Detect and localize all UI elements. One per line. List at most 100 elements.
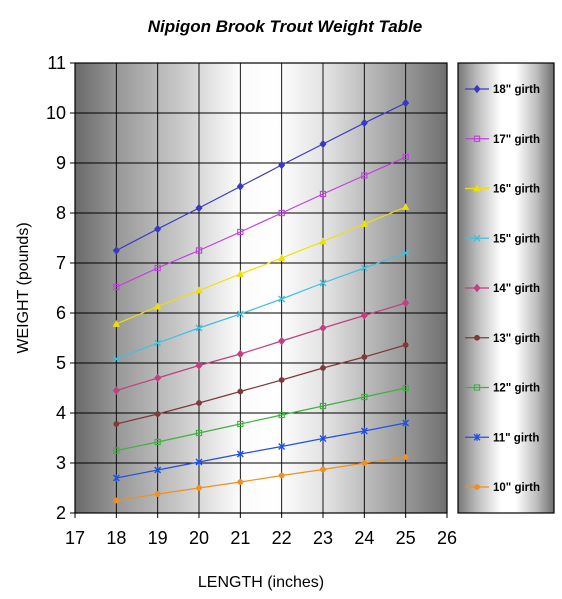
data-point — [361, 172, 368, 179]
x-axis-label: LENGTH (inches) — [198, 574, 324, 591]
legend-label: 11" girth — [493, 432, 539, 444]
series-6 — [113, 384, 409, 454]
legend-label: 14" girth — [493, 283, 540, 295]
legend-label: 15" girth — [493, 233, 540, 245]
data-point — [112, 355, 120, 363]
data-point — [195, 286, 203, 294]
data-point — [278, 295, 286, 303]
x-tick-label: 24 — [354, 528, 374, 548]
data-point — [278, 209, 285, 217]
plot-area — [74, 62, 448, 514]
series-line — [116, 344, 406, 425]
y-tick-label: 9 — [56, 153, 66, 173]
x-tick-label: 18 — [106, 528, 126, 548]
data-point — [237, 420, 244, 428]
series-line — [116, 102, 406, 252]
legend-swatch-marker — [473, 234, 481, 242]
y-tick-label: 2 — [56, 503, 66, 523]
legend-label: 10" girth — [493, 482, 540, 494]
data-point — [112, 386, 120, 395]
data-point — [154, 373, 162, 383]
data-point — [402, 249, 410, 257]
legend-label: 17" girth — [493, 134, 540, 146]
legend-item: 16" girth — [465, 184, 540, 196]
data-point — [113, 497, 120, 504]
data-point — [236, 182, 244, 191]
data-point — [112, 474, 120, 482]
series-line — [116, 456, 406, 502]
legend-label: 13" girth — [493, 333, 540, 345]
legend-item: 17" girth — [465, 134, 540, 146]
series-7 — [112, 419, 410, 482]
y-tick-label: 5 — [56, 353, 66, 373]
series-line — [116, 206, 406, 325]
data-point — [360, 311, 368, 320]
y-tick-label: 6 — [56, 303, 66, 323]
data-point — [278, 336, 286, 346]
series-group — [112, 98, 410, 504]
data-point — [112, 319, 121, 327]
legend-swatch-marker — [473, 433, 481, 441]
data-point — [195, 361, 203, 370]
data-point — [319, 323, 327, 333]
series-1 — [113, 153, 409, 291]
data-point — [402, 98, 410, 108]
data-point — [361, 393, 368, 401]
data-point — [319, 139, 327, 149]
data-point — [401, 202, 410, 210]
data-point — [154, 466, 162, 474]
data-point — [154, 224, 162, 234]
data-point — [402, 153, 409, 161]
data-point — [361, 354, 368, 360]
data-point — [196, 485, 202, 491]
data-point — [319, 279, 327, 287]
data-point — [402, 454, 409, 460]
data-point — [236, 349, 244, 359]
data-point — [319, 237, 327, 245]
data-point — [360, 219, 369, 227]
series-line — [116, 422, 406, 479]
legend-label: 16" girth — [493, 184, 540, 196]
data-point — [154, 339, 162, 347]
y-tick-label: 10 — [46, 103, 66, 123]
series-line — [116, 252, 406, 360]
data-point — [236, 269, 245, 277]
legend-swatch-marker — [473, 283, 481, 293]
legend-swatch-marker — [473, 184, 481, 192]
data-point — [195, 429, 203, 437]
data-point — [319, 402, 327, 410]
legend-item: 18" girth — [465, 84, 540, 96]
data-point — [236, 450, 244, 458]
data-point — [196, 400, 202, 406]
legend: 18" girth 17" girth 16" girth 15" girth 14" … — [465, 84, 540, 494]
chart-title: Nipigon Brook Trout Weight Table — [148, 17, 423, 36]
y-tick-label: 3 — [56, 453, 66, 473]
series-line — [116, 302, 406, 392]
x-tick-label: 20 — [189, 528, 209, 548]
data-point — [154, 491, 161, 497]
data-point — [402, 298, 410, 308]
legend-swatch-marker — [473, 84, 481, 94]
x-tick-label: 17 — [65, 528, 85, 548]
series-3 — [112, 249, 410, 363]
legend-swatch-marker — [474, 484, 480, 490]
data-point — [195, 247, 203, 254]
legend-swatch-marker — [473, 384, 481, 391]
data-point — [360, 264, 368, 272]
legend-item: 15" girth — [465, 233, 540, 245]
data-point — [195, 458, 203, 466]
y-tick-label: 7 — [56, 253, 66, 273]
data-point — [236, 310, 244, 318]
data-point — [113, 447, 120, 454]
data-point — [278, 160, 286, 170]
x-tick-label: 23 — [313, 528, 333, 548]
series-line — [116, 156, 406, 288]
data-point — [277, 253, 286, 261]
data-point — [278, 442, 286, 451]
x-axis-ticks: 17 18 19 20 21 22 23 24 25 26 — [65, 513, 457, 548]
data-point — [278, 472, 285, 479]
legend-label: 18" girth — [493, 84, 540, 96]
data-point — [360, 118, 368, 128]
data-point — [402, 342, 409, 348]
